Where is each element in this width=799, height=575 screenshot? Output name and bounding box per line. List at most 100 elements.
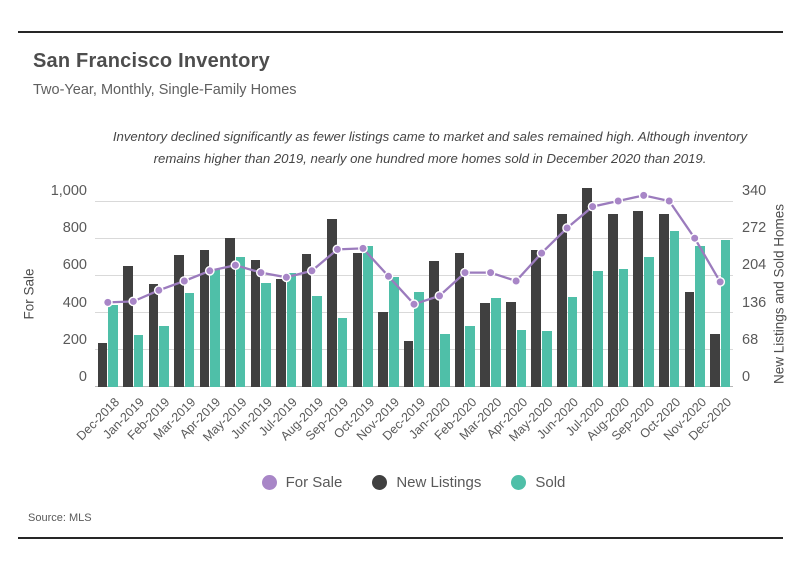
bar-new-listings <box>710 333 720 387</box>
bar-new-listings <box>684 292 695 387</box>
bar-sold <box>720 239 731 387</box>
left-axis-tick: 1,000 <box>50 183 87 199</box>
for-sale-point: Sep-2020 For Sale: 1030 <box>638 190 649 201</box>
right-axis-tick: 204 <box>742 257 767 274</box>
month-group <box>95 201 121 387</box>
bar-sold <box>363 246 373 387</box>
month-group <box>656 201 682 387</box>
bar-sold <box>159 325 169 387</box>
source-note: Source: MLS <box>28 512 92 524</box>
bar-sold <box>644 256 654 387</box>
bar-sold <box>133 335 144 387</box>
legend-swatch-icon <box>261 475 277 490</box>
bar-sold <box>618 269 629 387</box>
left-axis-tick: 800 <box>62 220 87 237</box>
bar-sold <box>337 317 348 387</box>
bar-new-listings <box>148 284 159 387</box>
bar-sold <box>439 334 450 387</box>
chart-legend: For Sale New Listings Sold <box>0 474 799 491</box>
bar-new-listings <box>607 214 618 387</box>
bar-series-layer <box>95 188 733 387</box>
annotation-text: Inventory declined significantly as fewe… <box>112 129 748 166</box>
bar-new-listings <box>633 210 644 387</box>
bar-sold <box>286 272 297 387</box>
bar-sold <box>108 304 118 387</box>
legend-label: New Listings <box>396 474 482 491</box>
x-axis-labels: Dec-2018 Jan-2019 Feb-2019 Mar-2019 Apr-2019… <box>73 387 734 459</box>
bar-new-listings <box>174 254 184 387</box>
month-group <box>631 201 657 387</box>
bar-sold <box>516 329 527 387</box>
bar-new-listings <box>505 301 516 387</box>
bar-sold <box>465 326 476 387</box>
top-divider <box>18 31 783 33</box>
bar-sold <box>261 283 271 387</box>
bar-sold <box>235 256 246 387</box>
bar-new-listings <box>378 311 388 387</box>
month-group <box>299 201 325 387</box>
chart-title: San Francisco Inventory <box>33 50 270 72</box>
legend-item-sold: Sold <box>511 474 565 491</box>
bar-sold <box>312 295 322 387</box>
month-group <box>478 201 504 387</box>
gridline <box>95 349 733 351</box>
bar-new-listings <box>582 188 593 387</box>
month-group <box>529 201 555 387</box>
left-axis-tick: 600 <box>62 257 87 274</box>
bar-sold <box>567 297 578 387</box>
month-group <box>248 201 274 387</box>
legend-swatch-icon <box>372 475 388 490</box>
month-group <box>197 201 223 387</box>
month-group <box>325 201 351 387</box>
bar-sold <box>184 292 195 387</box>
month-group <box>172 201 198 387</box>
month-group <box>580 188 606 387</box>
left-axis-tick: 200 <box>62 331 87 348</box>
bar-sold <box>414 291 425 387</box>
bar-new-listings <box>225 238 235 387</box>
month-group <box>121 201 147 387</box>
bar-new-listings <box>403 341 414 387</box>
month-group <box>223 201 249 387</box>
bar-new-listings <box>531 249 542 387</box>
chart-subtitle: Two-Year, Monthly, Single-Family Homes <box>33 82 297 98</box>
month-group <box>707 201 733 387</box>
month-group <box>146 201 172 387</box>
legend-label: Sold <box>535 474 566 491</box>
bar-sold <box>542 330 552 387</box>
month-group <box>401 201 427 387</box>
month-group <box>682 201 708 387</box>
bar-new-listings <box>250 260 261 387</box>
right-axis-tick: 136 <box>742 294 767 311</box>
right-axis-tick: 340 <box>742 183 767 199</box>
bar-sold <box>669 231 680 387</box>
bar-new-listings <box>454 252 465 387</box>
right-axis-tick: 272 <box>742 220 767 237</box>
bar-sold <box>593 271 603 387</box>
month-group <box>376 201 402 387</box>
left-axis-title: For Sale <box>21 268 37 320</box>
legend-swatch-icon <box>511 475 527 490</box>
bar-new-listings <box>429 260 439 387</box>
gridline <box>95 312 733 314</box>
bar-sold <box>490 298 501 387</box>
month-group <box>274 201 300 387</box>
right-axis-tick: 0 <box>742 369 751 385</box>
plot-area: For Sale New Listings and Sold Homes 1,0… <box>22 184 787 445</box>
bar-new-listings <box>276 279 286 387</box>
bar-new-listings <box>199 249 210 387</box>
bar-new-listings <box>352 252 363 387</box>
bar-new-listings <box>556 214 567 387</box>
bar-new-listings <box>301 254 312 387</box>
legend-label: For Sale <box>285 474 343 491</box>
month-group <box>503 201 529 387</box>
bar-new-listings <box>480 303 490 387</box>
left-axis-tick: 400 <box>62 294 87 311</box>
bar-new-listings <box>659 214 669 387</box>
right-axis-tick: 68 <box>742 331 759 348</box>
x-axis-line <box>95 386 733 387</box>
month-group <box>427 201 453 387</box>
bar-sold <box>388 276 399 387</box>
bar-sold <box>210 269 220 387</box>
